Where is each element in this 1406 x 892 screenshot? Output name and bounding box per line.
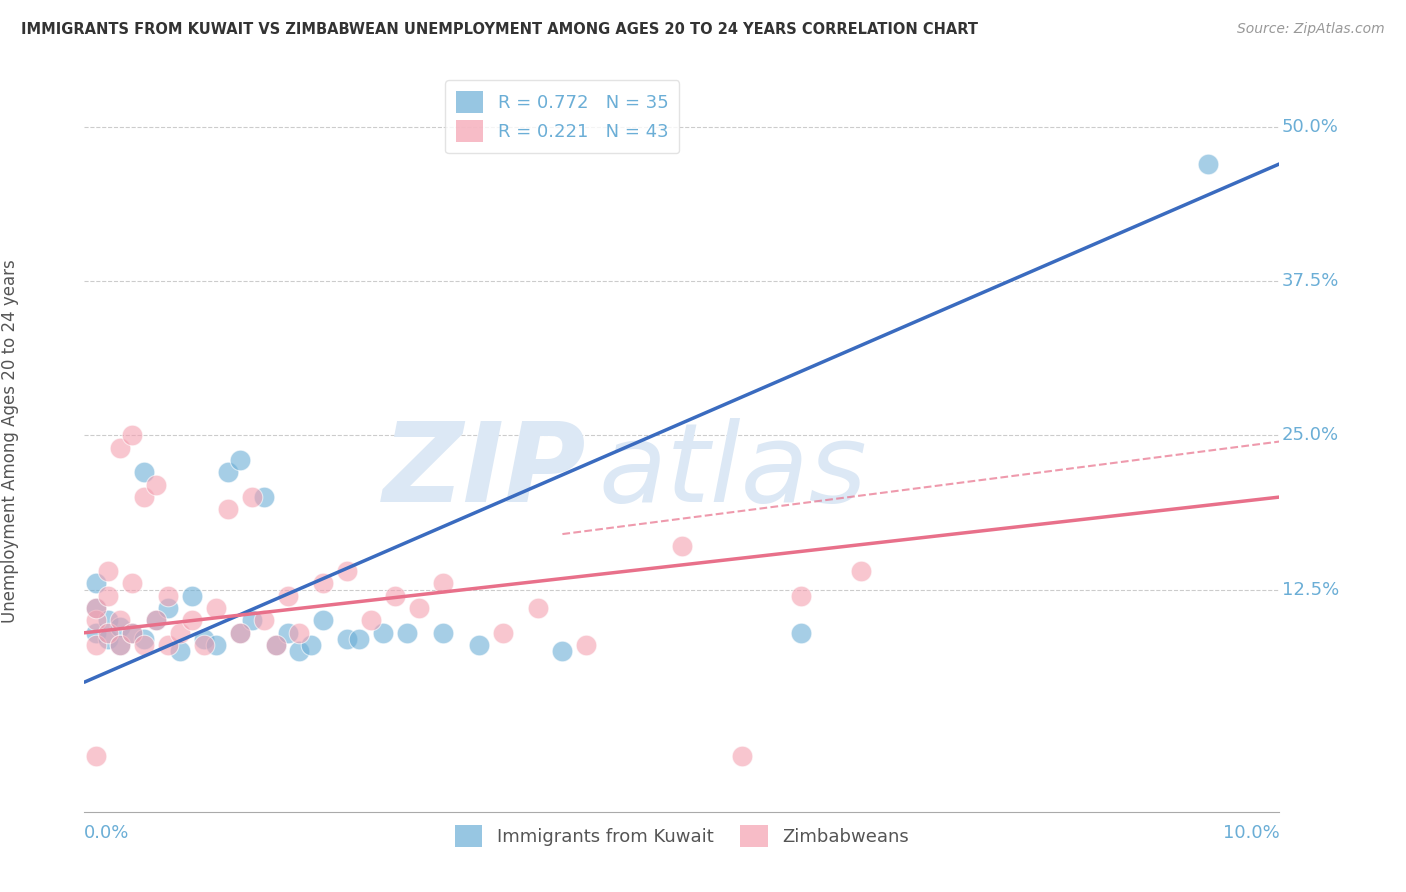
Point [193, 632, 215, 646]
Text: atlas: atlas [599, 417, 868, 524]
Point [228, 453, 252, 467]
Point [492, 625, 515, 640]
Legend: Immigrants from Kuwait, Zimbabweans: Immigrants from Kuwait, Zimbabweans [449, 818, 915, 855]
Point [312, 576, 335, 591]
Point [360, 614, 382, 628]
Point [527, 601, 550, 615]
Point [181, 589, 204, 603]
Point [110, 638, 132, 652]
Point [228, 625, 252, 640]
Point [432, 625, 454, 640]
Point [288, 625, 311, 640]
Point [217, 502, 239, 516]
Point [851, 564, 873, 578]
Point [97, 632, 120, 646]
Text: Unemployment Among Ages 20 to 24 years: Unemployment Among Ages 20 to 24 years [0, 260, 18, 624]
Text: ZIP: ZIP [382, 417, 586, 524]
Point [264, 638, 287, 652]
Point [121, 576, 143, 591]
Point [86, 601, 108, 615]
Point [157, 638, 180, 652]
Text: Source: ZipAtlas.com: Source: ZipAtlas.com [1237, 22, 1385, 37]
Point [396, 625, 419, 640]
Point [264, 638, 287, 652]
Text: 0.0%: 0.0% [84, 824, 129, 842]
Point [575, 638, 598, 652]
Point [288, 644, 311, 658]
Text: 25.0%: 25.0% [1282, 426, 1339, 444]
Text: IMMIGRANTS FROM KUWAIT VS ZIMBABWEAN UNEMPLOYMENT AMONG AGES 20 TO 24 YEARS CORR: IMMIGRANTS FROM KUWAIT VS ZIMBABWEAN UNE… [21, 22, 979, 37]
Point [253, 490, 276, 504]
Point [181, 614, 204, 628]
Text: 10.0%: 10.0% [1223, 824, 1279, 842]
Point [86, 614, 108, 628]
Point [132, 466, 156, 480]
Point [132, 638, 156, 652]
Point [97, 564, 120, 578]
Point [121, 625, 143, 640]
Point [228, 625, 252, 640]
Point [384, 589, 406, 603]
Point [169, 644, 191, 658]
Point [97, 625, 120, 640]
Point [349, 632, 371, 646]
Point [240, 490, 263, 504]
Point [157, 589, 180, 603]
Point [240, 614, 263, 628]
Point [790, 589, 813, 603]
Point [468, 638, 491, 652]
Point [277, 625, 299, 640]
Point [373, 625, 395, 640]
Point [217, 466, 239, 480]
Point [336, 632, 359, 646]
Point [97, 589, 120, 603]
Point [132, 632, 156, 646]
Point [86, 576, 108, 591]
Point [97, 614, 120, 628]
Point [731, 749, 754, 764]
Point [110, 620, 132, 634]
Point [132, 490, 156, 504]
Point [110, 638, 132, 652]
Text: 12.5%: 12.5% [1282, 581, 1339, 599]
Point [121, 625, 143, 640]
Point [145, 477, 167, 491]
Point [86, 625, 108, 640]
Point [86, 749, 108, 764]
Point [408, 601, 430, 615]
Point [671, 540, 693, 554]
Point [157, 601, 180, 615]
Point [205, 601, 228, 615]
Point [145, 614, 167, 628]
Point [86, 638, 108, 652]
Point [205, 638, 228, 652]
Point [86, 601, 108, 615]
Point [121, 428, 143, 442]
Point [110, 614, 132, 628]
Point [1197, 157, 1219, 171]
Point [253, 614, 276, 628]
Point [145, 614, 167, 628]
Point [312, 614, 335, 628]
Point [277, 589, 299, 603]
Point [790, 625, 813, 640]
Point [110, 441, 132, 455]
Point [336, 564, 359, 578]
Text: 50.0%: 50.0% [1282, 118, 1339, 136]
Point [551, 644, 574, 658]
Point [193, 638, 215, 652]
Point [301, 638, 323, 652]
Text: 37.5%: 37.5% [1282, 272, 1340, 290]
Point [432, 576, 454, 591]
Point [169, 625, 191, 640]
